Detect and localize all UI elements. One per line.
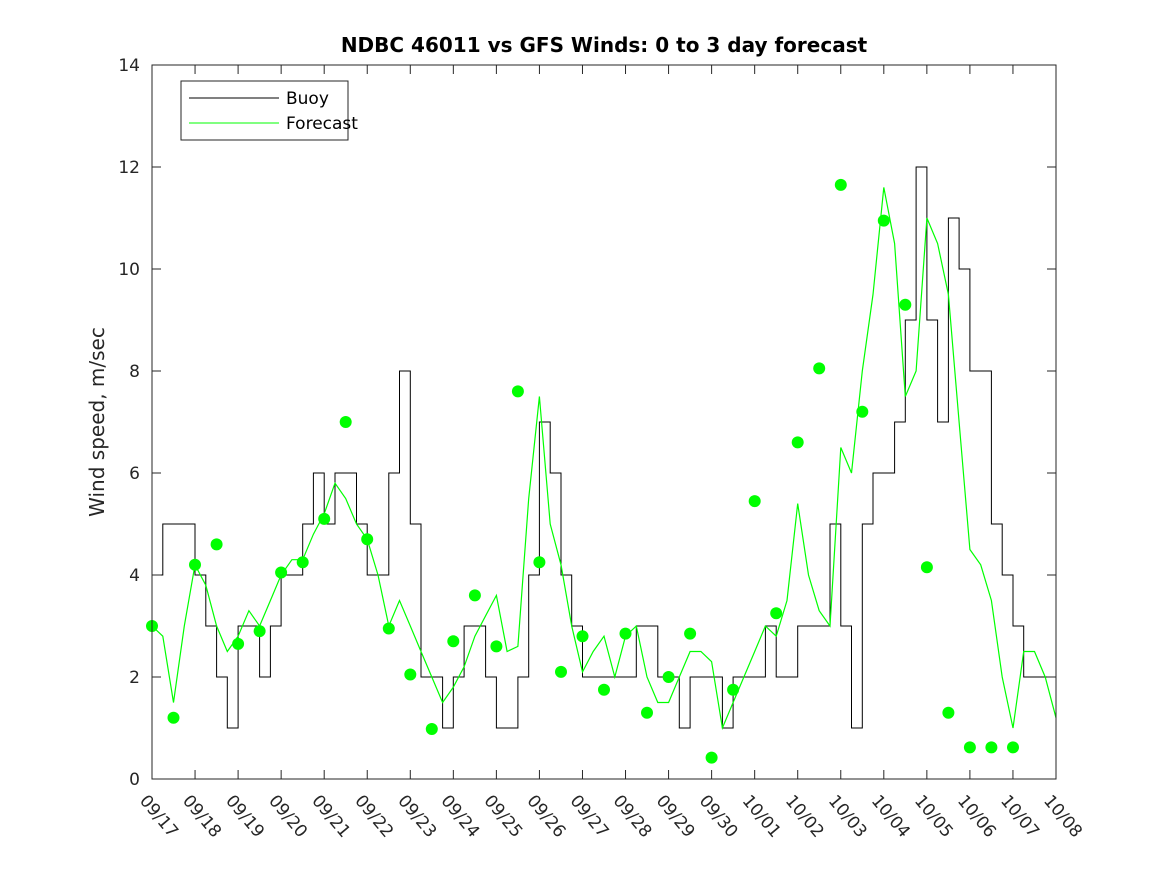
y-tick-label: 0 — [129, 770, 140, 790]
forecast-marker — [834, 178, 847, 191]
forecast-marker — [641, 706, 653, 719]
forecast-marker — [275, 566, 288, 579]
forecast-marker — [748, 495, 761, 508]
forecast-marker — [253, 625, 266, 638]
forecast-marker — [167, 711, 180, 724]
forecast-marker — [791, 436, 804, 449]
x-tick-label: 10/04 — [867, 791, 914, 841]
forecast-marker — [555, 665, 567, 678]
y-tick-label: 14 — [118, 56, 140, 76]
x-tick-label: 09/25 — [480, 791, 527, 841]
forecast-marker — [382, 622, 395, 635]
forecast-marker — [468, 589, 481, 602]
forecast-marker — [511, 385, 524, 398]
forecast-marker — [856, 405, 869, 418]
forecast-marker — [985, 741, 998, 754]
x-tick-label: 10/03 — [824, 791, 871, 841]
forecast-marker — [899, 298, 912, 311]
forecast-marker — [232, 637, 245, 650]
forecast-marker — [662, 671, 675, 683]
y-axis-label: Wind speed, m/sec — [85, 327, 109, 517]
forecast-marker — [210, 538, 223, 551]
x-tick-label: 09/27 — [566, 791, 613, 841]
axes-box — [151, 64, 1057, 780]
x-tick-label: 09/24 — [437, 791, 484, 841]
y-tick-label: 8 — [129, 362, 140, 382]
forecast-marker — [339, 416, 352, 428]
y-tick-label: 6 — [129, 464, 140, 484]
y-tick-label: 12 — [118, 158, 140, 178]
x-tick-label: 09/26 — [523, 791, 570, 841]
x-tick-label: 09/20 — [264, 791, 311, 841]
forecast-marker — [576, 630, 589, 643]
forecast-marker — [942, 706, 955, 719]
plot-area — [152, 65, 1056, 779]
y-tick-label: 2 — [129, 668, 140, 688]
forecast-marker — [447, 635, 460, 648]
forecast-marker — [318, 512, 331, 525]
y-tick-label: 4 — [129, 566, 140, 586]
x-tick-label: 09/17 — [135, 791, 182, 841]
legend-box — [180, 80, 349, 141]
forecast-marker — [684, 627, 697, 640]
forecast-marker — [598, 683, 610, 696]
chart-title: NDBC 46011 vs GFS Winds: 0 to 3 day fore… — [341, 33, 868, 57]
x-tick-label: 10/07 — [996, 791, 1043, 841]
forecast-marker — [361, 533, 374, 546]
forecast-marker — [770, 607, 783, 620]
legend-buoy-label: Buoy — [286, 89, 329, 109]
x-tick-label: 10/08 — [1039, 791, 1086, 841]
x-tick-label: 09/19 — [221, 791, 268, 841]
legend: Buoy Forecast — [180, 80, 358, 141]
x-tick-label: 10/02 — [781, 791, 828, 841]
forecast-marker — [619, 627, 632, 640]
forecast-marker — [490, 640, 503, 653]
forecast-marker — [189, 558, 201, 571]
x-tick-label: 09/30 — [695, 791, 742, 841]
forecast-marker — [425, 723, 438, 735]
forecast-marker — [963, 741, 976, 754]
forecast-markers — [146, 178, 1019, 764]
buoy-series — [152, 166, 1056, 729]
forecast-marker — [705, 751, 718, 764]
x-tick-label: 09/18 — [178, 791, 225, 841]
x-tick-label: 10/06 — [953, 791, 1000, 841]
x-tick-label: 10/01 — [738, 791, 785, 841]
forecast-marker — [404, 668, 417, 681]
y-tick-label: 10 — [118, 260, 140, 280]
x-tick-label: 10/05 — [910, 791, 957, 841]
forecast-marker — [877, 214, 890, 227]
forecast-marker — [533, 556, 546, 569]
y-axis: 0 2 4 6 8 10 12 14 — [118, 56, 1056, 790]
forecast-marker — [920, 561, 933, 574]
forecast-marker — [1007, 741, 1019, 754]
forecast-marker — [813, 362, 826, 375]
legend-forecast-label: Forecast — [286, 114, 358, 134]
buoy-line — [152, 166, 1056, 729]
x-tick-label: 09/22 — [350, 791, 397, 841]
forecast-marker — [727, 683, 740, 696]
x-tick-label: 09/23 — [393, 791, 440, 841]
forecast-marker — [296, 556, 309, 569]
x-tick-label: 09/29 — [652, 791, 699, 841]
x-tick-label: 09/28 — [609, 791, 656, 841]
x-tick-label: 09/21 — [307, 791, 354, 841]
